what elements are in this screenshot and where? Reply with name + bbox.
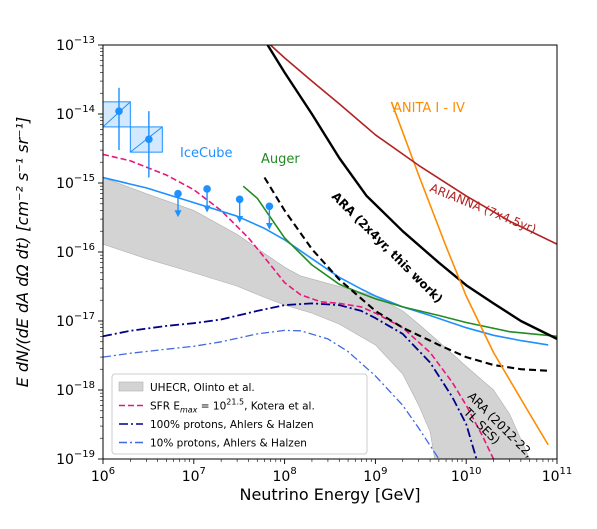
x-axis-label: Neutrino Energy [GeV] bbox=[239, 485, 420, 504]
y-tick-label: 10−17 bbox=[56, 311, 95, 330]
y-tick-label: 10−16 bbox=[56, 242, 95, 261]
legend: UHECR, Olinto et al. SFR Emax = 1021.5, K… bbox=[111, 373, 368, 455]
x-tick-label: 1010 bbox=[451, 466, 482, 485]
icecube-point-4 bbox=[235, 195, 244, 204]
legend-label: UHECR, Olinto et al. bbox=[150, 382, 255, 394]
legend-label: SFR Emax = 1021.5, Kotera et al. bbox=[150, 398, 315, 415]
y-tick-label: 10−13 bbox=[56, 35, 95, 54]
icecube-point-2 bbox=[174, 189, 182, 198]
band-uhecr-olinto-et-al bbox=[103, 177, 530, 459]
y-tick-label: 10−15 bbox=[56, 173, 95, 192]
icecube-box-diagonal-0 bbox=[103, 101, 131, 128]
annotation-arianna-7x4-5yr: ARIANNA (7x4.5yr) bbox=[428, 181, 538, 236]
icecube-point-1 bbox=[145, 135, 153, 144]
series-anita-i-iv bbox=[390, 101, 549, 446]
series-ara-2x4yr-this-work bbox=[266, 45, 557, 340]
legend-box bbox=[111, 373, 368, 455]
y-tick-label: 10−19 bbox=[56, 449, 95, 468]
series-arianna-7x4-5yr bbox=[269, 45, 557, 245]
legend-swatch bbox=[118, 381, 144, 392]
annotation-anita-i-iv: ANITA I - IV bbox=[393, 101, 465, 116]
icecube-point-5 bbox=[265, 202, 274, 211]
series-icecube bbox=[103, 176, 549, 346]
icecube-point-3 bbox=[203, 185, 211, 193]
x-tick-label: 1011 bbox=[542, 466, 573, 485]
x-tick-label: 107 bbox=[182, 466, 206, 485]
legend-label: 100% protons, Ahlers & Halzen bbox=[150, 419, 314, 431]
icecube-point-0 bbox=[115, 107, 123, 115]
series-100-protons-ahlers-halzen bbox=[103, 302, 478, 459]
series-ara-2012-22-tl-ses bbox=[263, 176, 549, 372]
plot-area bbox=[103, 45, 557, 459]
axes: 106 107 108 109 1010 1011 10−19 10−18 10−17 10−16… bbox=[13, 35, 572, 504]
x-tick-label: 109 bbox=[363, 466, 387, 485]
y-tick-label: 10−18 bbox=[56, 380, 95, 399]
x-tick-label: 108 bbox=[272, 466, 296, 485]
annotation-icecube: IceCube bbox=[180, 146, 233, 161]
series-10-protons-ahlers-halzen bbox=[103, 329, 440, 459]
annotation-auger: Auger bbox=[261, 152, 300, 167]
legend-label: 10% protons, Ahlers & Halzen bbox=[150, 438, 307, 450]
series-auger bbox=[242, 185, 557, 338]
x-tick-label: 106 bbox=[91, 466, 115, 485]
y-axis-label: E dN/(dE dA dΩ dt) [cm⁻² s⁻¹ sr⁻¹] bbox=[13, 117, 32, 388]
y-tick-label: 10−14 bbox=[56, 104, 95, 123]
